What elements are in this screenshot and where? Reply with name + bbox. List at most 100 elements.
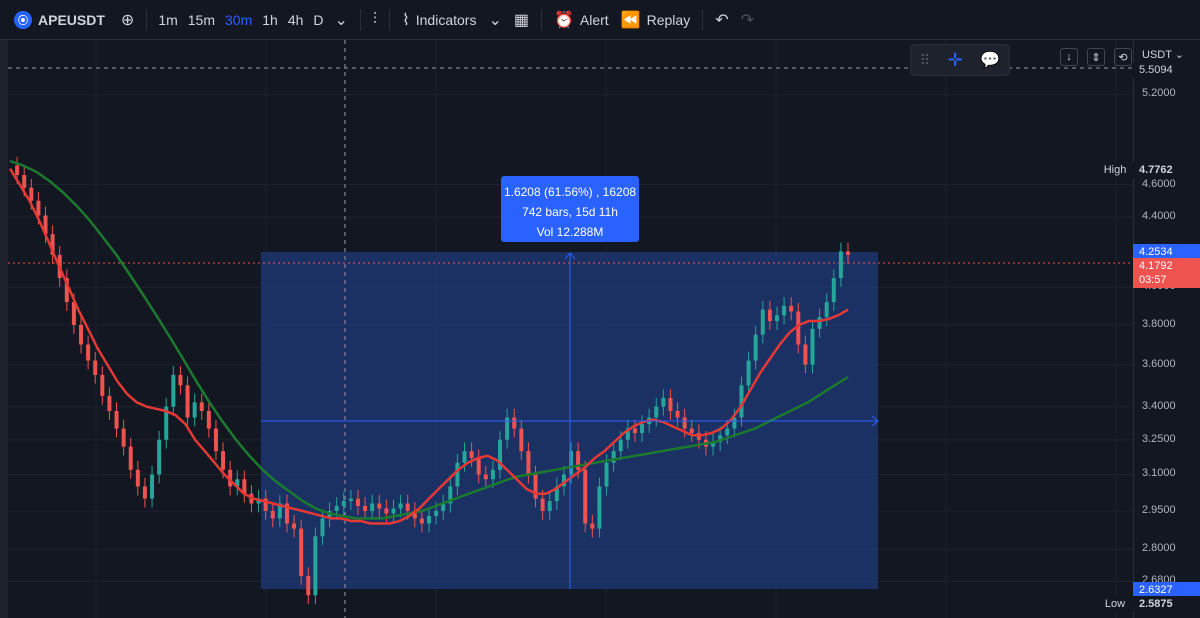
candle-body — [15, 165, 20, 176]
arrow-down-icon[interactable]: ↓ — [1060, 48, 1078, 66]
candle-body — [483, 474, 488, 480]
indicators-button[interactable]: ⌇ Indicators — [396, 0, 483, 40]
timeframe-1h[interactable]: 1h — [262, 11, 278, 28]
high-badge: 4.7762 — [1133, 162, 1200, 178]
last-price-badge: 4.1792 — [1133, 258, 1200, 274]
candle-body — [355, 498, 360, 506]
add-symbol-icon[interactable]: ⊕ — [120, 11, 135, 29]
drag-handle-icon[interactable]: ⠿ — [919, 51, 931, 68]
layout-grid-icon[interactable]: ▦ — [513, 11, 529, 29]
range-top-badge: 4.2534 — [1133, 244, 1200, 260]
price-axis[interactable]: 5.20004.60004.40004.00003.80003.60003.40… — [1133, 40, 1200, 618]
candle-body — [711, 442, 716, 447]
low-tag: Low — [1097, 596, 1133, 612]
candle-body — [661, 398, 666, 407]
collapse-icon[interactable]: ⇕ — [1087, 48, 1105, 66]
y-tick-label: 3.2500 — [1142, 432, 1176, 445]
candle-body — [128, 446, 133, 470]
countdown-badge: 03:57 — [1133, 272, 1200, 288]
candle-body — [135, 469, 140, 487]
candle-body — [618, 439, 623, 452]
candle-body — [753, 334, 758, 361]
candle-body — [533, 474, 538, 499]
candle-body — [284, 503, 289, 524]
candle-body — [824, 302, 829, 318]
candle-body — [498, 439, 503, 470]
candle-body — [391, 508, 396, 514]
candle-body — [185, 385, 190, 418]
candle-body — [554, 486, 559, 502]
reset-icon[interactable]: ⟲ — [1114, 48, 1132, 66]
candle-body — [71, 302, 76, 325]
candle-body — [79, 324, 84, 345]
candle-body — [277, 503, 282, 519]
candle-body — [547, 501, 552, 511]
candle-body — [320, 518, 325, 537]
y-tick-label: 4.4000 — [1142, 210, 1176, 223]
crosshair-icon[interactable]: ✛ — [947, 49, 963, 70]
candle-body — [469, 451, 474, 459]
candle-body — [718, 435, 723, 443]
replay-button[interactable]: ⏪ Replay — [615, 0, 697, 40]
candle-body — [107, 395, 112, 411]
candle-body — [213, 428, 218, 452]
timeframe-d[interactable]: D — [313, 11, 324, 28]
candle-body — [363, 505, 368, 511]
timeframe-1m[interactable]: 1m — [158, 11, 178, 28]
candle-body — [377, 503, 382, 509]
replay-label: Replay — [646, 11, 691, 28]
candle-body — [370, 503, 375, 511]
callout-icon[interactable]: 💬 — [980, 52, 1001, 69]
candle-body — [846, 251, 850, 255]
candle-body — [405, 503, 410, 511]
candle-body — [398, 503, 403, 509]
timeframe-30m[interactable]: 30m — [225, 11, 253, 28]
price-chart[interactable] — [0, 40, 1133, 618]
range-bottom-badge: 2.6327 — [1133, 582, 1200, 598]
chevron-down-icon[interactable]: ⌄ — [334, 11, 348, 29]
chevron-down-icon[interactable]: ⌄ — [488, 11, 502, 29]
candle-body — [725, 428, 730, 436]
y-tick-label: 3.8000 — [1142, 317, 1176, 330]
alert-label: Alert — [579, 11, 609, 28]
candle-body — [526, 451, 531, 475]
candle-body — [668, 398, 673, 411]
divider — [702, 8, 704, 31]
candle-body — [150, 474, 155, 499]
candle-body — [142, 486, 147, 499]
candle-body — [739, 385, 744, 418]
candle-body — [760, 309, 765, 335]
candle-body — [682, 417, 687, 429]
measure-volume: Vol 12.288M — [536, 225, 604, 239]
candle-body — [810, 328, 815, 365]
candle-body — [50, 234, 55, 255]
divider — [359, 8, 361, 31]
divider — [388, 8, 390, 31]
high-tag: High — [1097, 162, 1133, 178]
candle-body — [36, 200, 41, 216]
candle-body — [561, 474, 566, 487]
timeframe-15m[interactable]: 15m — [187, 11, 215, 28]
candle-body — [540, 498, 545, 511]
candle-body — [519, 428, 524, 452]
candle-body — [341, 501, 346, 506]
candle-body — [782, 305, 787, 316]
redo-icon[interactable]: ↷ — [740, 11, 755, 29]
timeframe-4h[interactable]: 4h — [287, 11, 304, 28]
candle-body — [689, 428, 694, 434]
candle-body — [767, 309, 772, 322]
floating-drawing-toolbar: ⠿ ✛ 💬 — [910, 44, 1010, 76]
candles-icon[interactable]: ⫶ — [372, 10, 377, 28]
candle-body — [654, 406, 659, 418]
candle-body — [746, 360, 751, 386]
chevron-down-icon: ⌄ — [1171, 49, 1185, 61]
low-badge: 2.5875 — [1133, 596, 1200, 612]
alert-button[interactable]: ⏰ Alert — [548, 0, 615, 40]
candle-body — [93, 360, 98, 375]
candle-body — [611, 451, 616, 463]
currency-selector[interactable]: USDT ⌄ — [1142, 48, 1184, 61]
undo-icon[interactable]: ↶ — [715, 11, 729, 29]
symbol-name[interactable]: APEUSDT — [38, 11, 105, 28]
candle-body — [100, 374, 105, 396]
candle-body — [86, 344, 91, 361]
